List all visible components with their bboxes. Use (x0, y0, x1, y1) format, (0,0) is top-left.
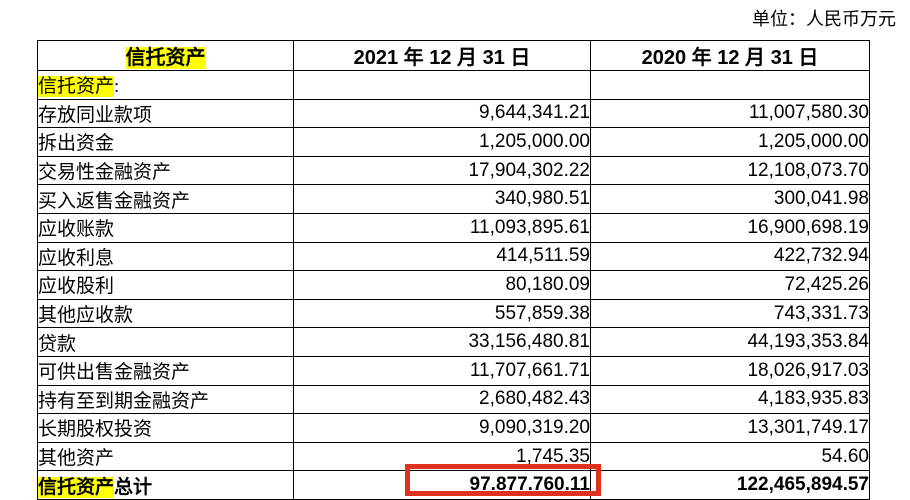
total-label-cell: 信托资产总计 (37, 470, 294, 500)
value-2021: 33,156,480.81 (293, 327, 591, 357)
row-label: 可供出售金融资产 (37, 355, 294, 386)
value-2020: 18,026,917.03 (590, 355, 870, 386)
section-value-2020 (590, 70, 870, 100)
value-2021: 9,090,319.20 (293, 413, 591, 443)
value-2020: 72,425.26 (590, 270, 870, 300)
value-2020: 1,205,000.00 (590, 127, 870, 157)
value-2021: 11,707,661.71 (293, 355, 591, 386)
asset-row: 其他资产 1,745.35 54.60 (37, 441, 870, 472)
row-label: 买入返售金融资产 (37, 184, 294, 214)
asset-row: 其他应收款 557,859.38 743,331.73 (37, 298, 870, 329)
total-row: 信托资产总计 97.877.760.11 122,465,894.57 (37, 470, 870, 500)
value-2021: 80,180.09 (293, 270, 591, 300)
section-colon: : (114, 76, 120, 98)
asset-row: 买入返售金融资产 340,980.51 300,041.98 (37, 184, 870, 214)
row-label: 存放同业款项 (37, 98, 294, 129)
header-col-assets: 信托资产 (37, 40, 294, 71)
row-label: 长期股权投资 (37, 413, 294, 443)
asset-row: 可供出售金融资产 11,707,661.71 18,026,917.03 (37, 355, 870, 386)
row-label: 持有至到期金融资产 (37, 384, 294, 415)
section-label-highlight: 信托资产 (38, 76, 115, 98)
section-row: 信托资产: (37, 70, 870, 100)
trust-assets-table: 信托资产 2021 年 12 月 31 日 2020 年 12 月 31 日 信… (37, 40, 870, 500)
total-value-2020: 122,465,894.57 (590, 470, 870, 500)
value-2020: 16,900,698.19 (590, 212, 870, 243)
value-2021: 2,680,482.43 (293, 384, 591, 415)
value-2021: 9,644,341.21 (293, 98, 591, 129)
section-value-2021 (293, 70, 591, 100)
total-label-rest: 总计 (114, 476, 153, 498)
asset-row: 持有至到期金融资产 2,680,482.43 4,183,935.83 (37, 384, 870, 415)
value-2020: 422,732.94 (590, 241, 870, 272)
value-2020: 54.60 (590, 441, 870, 472)
unit-note: 单位：人民币万元 (752, 9, 896, 29)
row-label: 应收账款 (37, 212, 294, 243)
asset-row: 应收账款 11,093,895.61 16,900,698.19 (37, 212, 870, 243)
asset-row: 存放同业款项 9,644,341.21 11,007,580.30 (37, 98, 870, 129)
row-label: 应收利息 (37, 241, 294, 272)
asset-row: 应收股利 80,180.09 72,425.26 (37, 270, 870, 300)
value-2021: 1,745.35 (293, 441, 591, 472)
section-label-cell: 信托资产: (37, 70, 294, 100)
header-col-2020: 2020 年 12 月 31 日 (590, 40, 870, 71)
asset-row: 长期股权投资 9,090,319.20 13,301,749.17 (37, 413, 870, 443)
header-col-2021: 2021 年 12 月 31 日 (293, 40, 591, 71)
value-2020: 11,007,580.30 (590, 98, 870, 129)
value-2020: 4,183,935.83 (590, 384, 870, 415)
row-label: 交易性金融资产 (37, 155, 294, 186)
value-2021: 11,093,895.61 (293, 212, 591, 243)
asset-row: 应收利息 414,511.59 422,732.94 (37, 241, 870, 272)
row-label: 其他应收款 (37, 298, 294, 329)
row-label: 贷款 (37, 327, 294, 357)
row-label: 其他资产 (37, 441, 294, 472)
value-2021: 1,205,000.00 (293, 127, 591, 157)
table-header-row: 信托资产 2021 年 12 月 31 日 2020 年 12 月 31 日 (37, 40, 870, 71)
value-2021: 414,511.59 (293, 241, 591, 272)
total-value-2021: 97.877.760.11 (293, 470, 591, 500)
total-label-highlight: 信托资产 (38, 476, 115, 498)
value-2020: 13,301,749.17 (590, 413, 870, 443)
asset-row: 交易性金融资产 17,904,302.22 12,108,073.70 (37, 155, 870, 186)
row-label: 拆出资金 (37, 127, 294, 157)
asset-row: 拆出资金 1,205,000.00 1,205,000.00 (37, 127, 870, 157)
header-assets-highlight: 信托资产 (125, 47, 206, 69)
value-2020: 743,331.73 (590, 298, 870, 329)
value-2021: 557,859.38 (293, 298, 591, 329)
value-2020: 44,193,353.84 (590, 327, 870, 357)
asset-row: 贷款 33,156,480.81 44,193,353.84 (37, 327, 870, 357)
value-2021: 17,904,302.22 (293, 155, 591, 186)
value-2021: 340,980.51 (293, 184, 591, 214)
value-2020: 12,108,073.70 (590, 155, 870, 186)
row-label: 应收股利 (37, 270, 294, 300)
value-2020: 300,041.98 (590, 184, 870, 214)
